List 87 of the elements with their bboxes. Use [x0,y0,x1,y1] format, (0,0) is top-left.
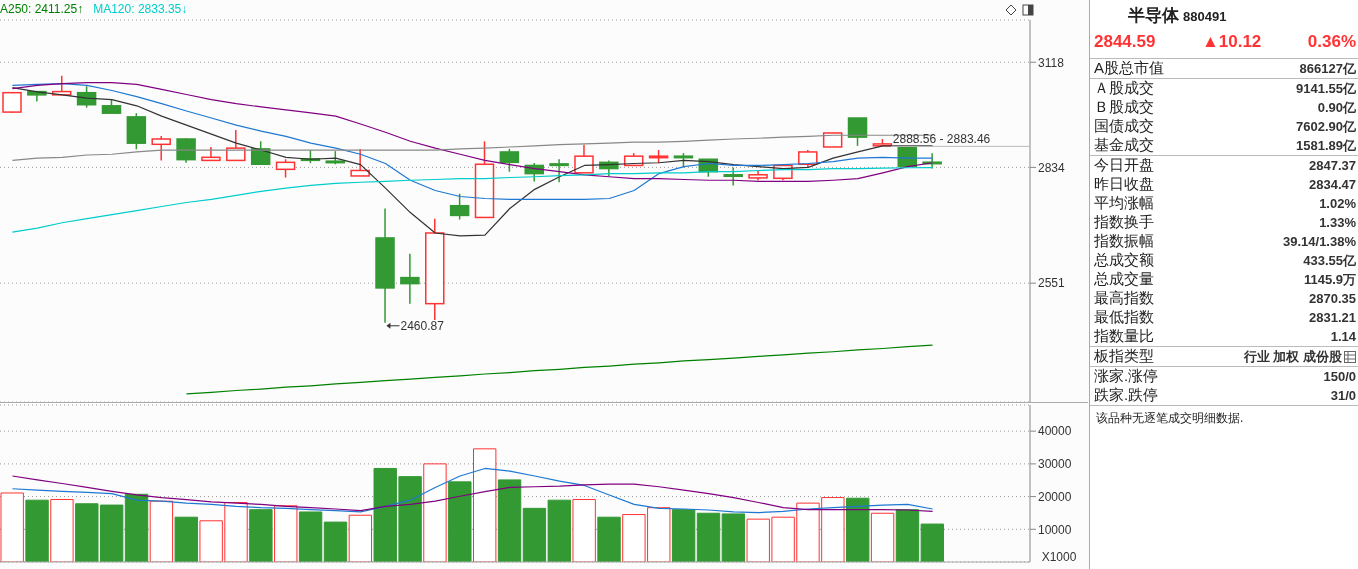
bar [721,513,746,562]
text: 7602.90亿 [1296,118,1356,134]
bar [696,512,721,562]
bar [448,481,472,562]
category-label: Ａ股成交 [1094,79,1154,98]
bar [174,516,198,562]
line-series [11,87,934,237]
y-tick-label: 2551 [1038,276,1066,291]
category-label: 基金成交 [1094,136,1154,155]
bar [274,505,298,562]
text: 9141.55亿 [1296,80,1356,96]
bar [323,521,348,562]
category-label: 昨日收盘 [1094,175,1154,194]
bar [249,509,273,562]
category-label: A股总市值 [1094,59,1165,78]
y-axis-title: X1000 [1041,550,1077,564]
text: 39.14/1.38% [1282,234,1356,249]
line-series [11,83,934,200]
candlestick [574,143,594,174]
text: 1.14 [1330,329,1356,344]
category-label: 指数换手 [1094,213,1154,232]
category-label: 国债成交 [1094,117,1154,136]
candlestick [400,253,420,305]
y-tick-label: 10000 [1038,522,1072,537]
candlestick [723,166,743,187]
category-label: 今日开盘 [1094,156,1154,175]
category-label: 最低指数 [1094,308,1154,327]
text: A250: 2411.25↑ [0,2,84,16]
bar [50,499,74,562]
line-series [11,475,934,512]
text: 2870.35 [1309,291,1356,306]
bar [473,448,497,562]
text: 2831.21 [1309,310,1356,325]
bar [25,499,49,562]
line-series [11,467,934,514]
category-label: Ｂ股成交 [1094,98,1154,117]
bar [597,516,621,562]
bar [870,512,895,562]
category-label: 板指类型 [1094,347,1154,366]
text: 1581.89亿 [1296,137,1356,153]
category-label: 跌家.跌停 [1094,386,1159,405]
text: 1.33% [1319,215,1356,230]
text: 2844.59 [1094,32,1156,52]
bar [298,511,323,562]
text: 150/0 [1323,369,1356,384]
bar [423,463,447,562]
text: MA120: 2833.35↓ [93,2,188,16]
candlestick [549,158,569,183]
text: 1.02% [1319,196,1356,211]
bar [671,509,696,562]
text: 2834.47 [1309,177,1356,192]
ref-line-label: 2888.56 - 2883.46 [892,132,991,147]
text: 1145.9万 [1303,271,1356,287]
text: 880491 [1183,9,1227,24]
candlestick [425,217,445,321]
text: 行业 加权 成份股 [1243,348,1342,364]
candlestick [474,140,495,219]
bar [497,479,522,562]
text: 866127亿 [1299,60,1356,76]
y-tick-label: 3118 [1038,55,1065,70]
y-tick-label: 2834 [1038,160,1066,175]
text: 半导体 [1128,6,1179,25]
annotation: 2460.87 [400,318,445,333]
text: 2847.37 [1309,158,1356,173]
category-label: 涨家.涨停 [1094,367,1159,386]
text: 0.36% [1307,32,1356,52]
candlestick [201,146,221,162]
y-tick-label: 40000 [1038,424,1072,439]
bar [348,514,373,562]
y-tick-label: 30000 [1038,457,1072,472]
text: 0.90亿 [1317,99,1356,115]
text: 该品种无逐笔成交明细数据. [1095,410,1245,427]
bar [572,499,596,562]
category-label: 指数量比 [1094,327,1154,346]
category-label: 最高指数 [1094,289,1154,308]
bar [149,500,174,562]
category-label: 总成交量 [1094,270,1154,289]
text: 433.55亿 [1303,252,1356,268]
bar [846,497,870,562]
text: 31/0 [1330,388,1356,403]
category-label: 总成交额 [1094,251,1154,270]
category-label: 平均涨幅 [1094,194,1154,213]
text: ▲10.12 [1201,32,1262,52]
candlestick [822,132,843,148]
y-tick-label: 20000 [1038,489,1072,504]
category-label: 指数振幅 [1094,232,1154,251]
line-series [185,344,934,395]
